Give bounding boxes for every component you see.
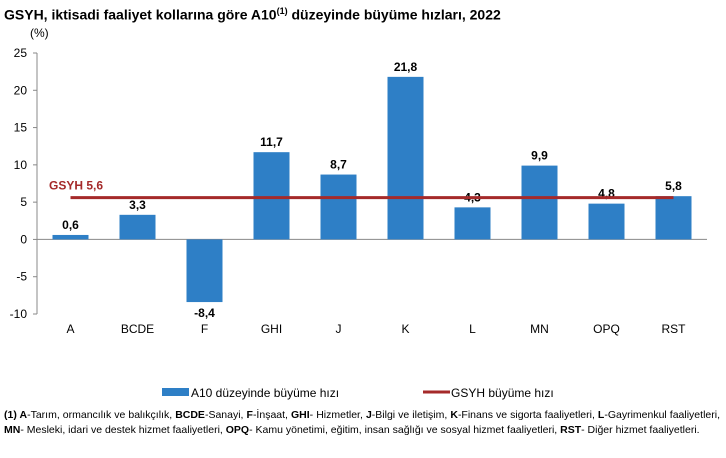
title-text-end: düzeyinde büyüme hızları, 2022 (287, 6, 501, 23)
bar-L (454, 207, 491, 240)
footnote-segment: GHI (291, 409, 310, 421)
footnote-segment: K (450, 409, 458, 421)
bar-F (186, 239, 223, 303)
bar-K (387, 76, 424, 240)
y-tick-label: -10 (10, 307, 28, 321)
x-tick-label-J: J (336, 322, 342, 336)
y-tick-label: -5 (16, 270, 27, 284)
data-label-J: 8,7 (330, 158, 347, 172)
x-tick-label-K: K (401, 322, 409, 336)
data-label-GHI: 11,7 (260, 135, 283, 149)
data-label-A: 0,6 (62, 218, 79, 232)
data-label-MN: 9,9 (531, 149, 548, 163)
x-tick-label-A: A (66, 322, 74, 336)
footnote-segment: -Finans ve sigorta faaliyetleri, (457, 409, 598, 421)
x-tick-label-RST: RST (662, 322, 687, 336)
y-tick-label: 15 (14, 121, 28, 135)
plot-area: 25 20 15 10 5 0 -5 -10 0,6 A 3,3 BCDE -8,4 F 11,7 GHI 8,… (10, 46, 707, 400)
footnote-segment: -Tarım, ormancılık ve balıkçılık, (27, 409, 176, 421)
data-label-K: 21,8 (394, 60, 418, 74)
legend-label-line: GSYH büyüme hızı (451, 386, 554, 400)
y-axis-unit: (%) (30, 26, 49, 40)
x-tick-label-GHI: GHI (261, 322, 282, 336)
x-tick-label-OPQ: OPQ (593, 322, 620, 336)
footnote-segment: -Sanayi, (204, 409, 247, 421)
bar-GHI (253, 152, 290, 240)
footnote-segment: -Gayrimenkul faaliyetleri, (604, 409, 720, 421)
x-tick-label-MN: MN (530, 322, 549, 336)
footnote-segment: -İnşaat, (252, 409, 291, 421)
footnote-segment: -Bilgi ve iletişim, (371, 409, 451, 421)
footnote-segment: BCDE (175, 409, 205, 421)
data-label-RST: 5,8 (665, 179, 682, 193)
y-tick-label: 0 (20, 232, 27, 246)
data-label-F: -8,4 (194, 306, 215, 320)
chart-title: GSYH, iktisadi faaliyet kollarına göre A… (4, 6, 501, 23)
footnote-segment: MN (4, 424, 21, 436)
title-text: GSYH, iktisadi faaliyet kollarına göre A… (4, 6, 277, 23)
y-tick-label: 20 (14, 83, 28, 97)
x-tick-label-F: F (201, 322, 208, 336)
bar-OPQ (588, 203, 625, 240)
title-footnote-mark: (1) (276, 6, 288, 16)
y-tick-label: 10 (14, 158, 28, 172)
bar-J (320, 174, 357, 240)
x-tick-label-L: L (469, 322, 476, 336)
data-label-BCDE: 3,3 (129, 198, 146, 212)
footnote-segment: - Hizmetler, (309, 409, 366, 421)
y-tick-label: 5 (20, 195, 27, 209)
footnote: (1) A-Tarım, ormancılık ve balıkçılık, B… (4, 408, 720, 438)
bar-MN (521, 165, 558, 240)
y-tick-label: 25 (14, 46, 28, 60)
footnote-segment: - Diğer hizmet faaliyetleri. (581, 424, 700, 436)
bar-RST (655, 196, 692, 240)
legend-label-bar: A10 düzeyinde büyüme hızı (191, 386, 339, 400)
gsyh-line-label: GSYH 5,6 (49, 179, 103, 193)
bar-BCDE (119, 214, 156, 240)
footnote-segment: J (365, 409, 372, 421)
footnote-segment: - Kamu yönetimi, eğitim, insan sağlığı v… (249, 424, 561, 436)
footnote-segment: OPQ (225, 424, 250, 436)
legend-swatch-bar (162, 388, 189, 396)
bar-A (52, 234, 89, 240)
footnote-segment: (1) A (4, 409, 28, 421)
footnote-segment: RST (560, 424, 582, 436)
footnote-segment: F (246, 409, 253, 421)
footnote-segment: L (597, 409, 605, 421)
x-tick-label-BCDE: BCDE (121, 322, 154, 336)
footnote-segment: - Mesleki, idari ve destek hizmet faaliy… (20, 424, 226, 436)
